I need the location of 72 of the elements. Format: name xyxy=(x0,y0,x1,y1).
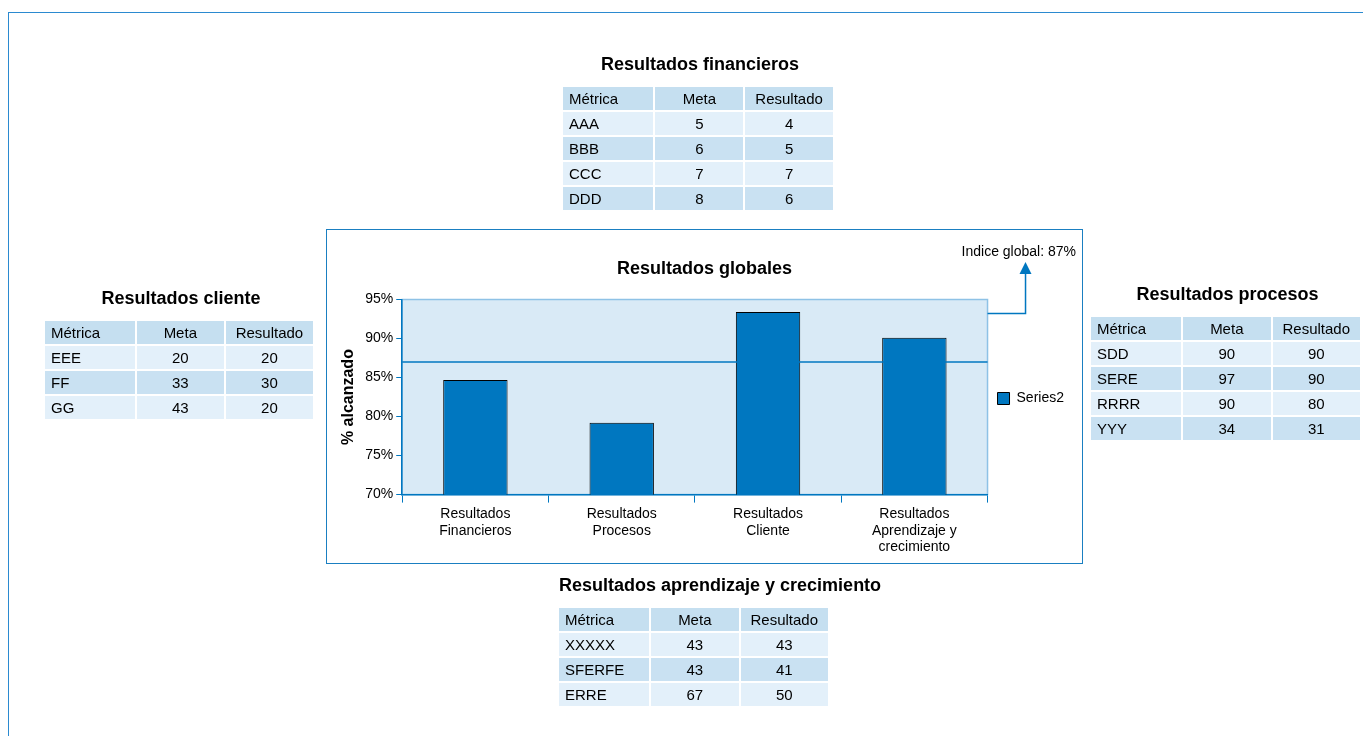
data-label: 30 xyxy=(260,373,279,393)
x-tick-label: Resultados Procesos xyxy=(586,504,657,538)
legend-label: Series2 xyxy=(1016,389,1065,406)
data-label: 6 xyxy=(783,189,795,209)
data-label: 67 xyxy=(685,685,705,705)
data-label: 33 xyxy=(170,373,190,393)
x-tick-label: Resultado xyxy=(234,323,305,343)
y-tick-label: GG xyxy=(50,398,76,418)
data-label: 43 xyxy=(685,635,705,655)
data-label: 6 xyxy=(694,139,705,159)
y-tick-label: CCC xyxy=(568,164,603,184)
chart-title: Resultados cliente xyxy=(100,288,262,309)
x-tick-label: Meta xyxy=(681,89,717,109)
x-tick-label: Resultado xyxy=(1281,319,1352,339)
data-label: 20 xyxy=(260,348,279,368)
data-label: 34 xyxy=(1217,419,1237,439)
y-tick-label: ERRE xyxy=(564,685,608,705)
data-label: 8 xyxy=(694,189,705,209)
data-label: 5 xyxy=(694,114,705,134)
x-tick-label: Meta xyxy=(677,610,713,630)
y-tick-label: AAA xyxy=(568,114,600,134)
data-label: 43 xyxy=(685,660,705,680)
data-label: 43 xyxy=(774,635,794,655)
y-tick-label: 85% xyxy=(365,368,394,385)
data-label: 20 xyxy=(260,398,279,418)
y-tick-label: 70% xyxy=(365,485,394,502)
y-tick-label: 75% xyxy=(365,446,394,463)
y-tick-label: RRRR xyxy=(1096,394,1142,414)
chart-title: Resultados procesos xyxy=(1135,284,1320,305)
data-label: 97 xyxy=(1217,369,1237,389)
x-tick-label: Resultado xyxy=(754,89,824,109)
chart-title: Resultados aprendizaje y crecimiento xyxy=(559,575,882,596)
y-tick-label: DDD xyxy=(568,189,603,209)
y-tick-label: 90% xyxy=(365,329,394,346)
data-label: 43 xyxy=(170,398,190,418)
data-label: 80 xyxy=(1306,394,1326,414)
x-tick-label: Resultado xyxy=(749,610,820,630)
y-tick-label: 95% xyxy=(365,290,394,307)
x-tick-label: Resultados Aprendizaje y crecimiento xyxy=(871,504,957,555)
data-label: 50 xyxy=(774,685,794,705)
data-label: 90 xyxy=(1306,344,1326,364)
y-tick-label: BBB xyxy=(568,139,600,159)
y-axis-title: % alcanzado xyxy=(339,348,357,446)
y-tick-label: 80% xyxy=(365,407,394,424)
y-axis-title: Métrica xyxy=(1096,319,1148,339)
y-tick-label: FF xyxy=(50,373,71,393)
data-label: 90 xyxy=(1217,344,1237,364)
data-label: 20 xyxy=(170,348,190,368)
y-axis-title: Métrica xyxy=(564,610,616,630)
chart-title: Resultados financieros xyxy=(599,54,801,75)
y-tick-label: SFERFE xyxy=(564,660,626,680)
y-tick-label: XXXXX xyxy=(564,635,617,655)
data-label: 4 xyxy=(783,114,795,134)
chart-title: Resultados globales xyxy=(616,257,793,278)
data-label: 90 xyxy=(1306,369,1326,389)
data-label: 7 xyxy=(783,164,795,184)
y-tick-label: SERE xyxy=(1096,369,1139,389)
data-label: 90 xyxy=(1217,394,1237,414)
x-tick-label: Resultados Financieros xyxy=(439,504,512,538)
data-label: 31 xyxy=(1306,419,1326,439)
data-label: 41 xyxy=(774,660,794,680)
x-tick-label: Meta xyxy=(162,323,198,343)
text: Indice global: 87% xyxy=(961,242,1076,259)
data-label: 5 xyxy=(783,139,795,159)
x-tick-label: Resultados Cliente xyxy=(733,504,804,538)
y-axis-title: Métrica xyxy=(568,89,620,109)
x-tick-label: Meta xyxy=(1209,319,1245,339)
y-tick-label: YYY xyxy=(1096,419,1128,439)
y-tick-label: SDD xyxy=(1096,344,1130,364)
y-tick-label: EEE xyxy=(50,348,82,368)
data-label: 7 xyxy=(694,164,705,184)
y-axis-title: Métrica xyxy=(50,323,102,343)
